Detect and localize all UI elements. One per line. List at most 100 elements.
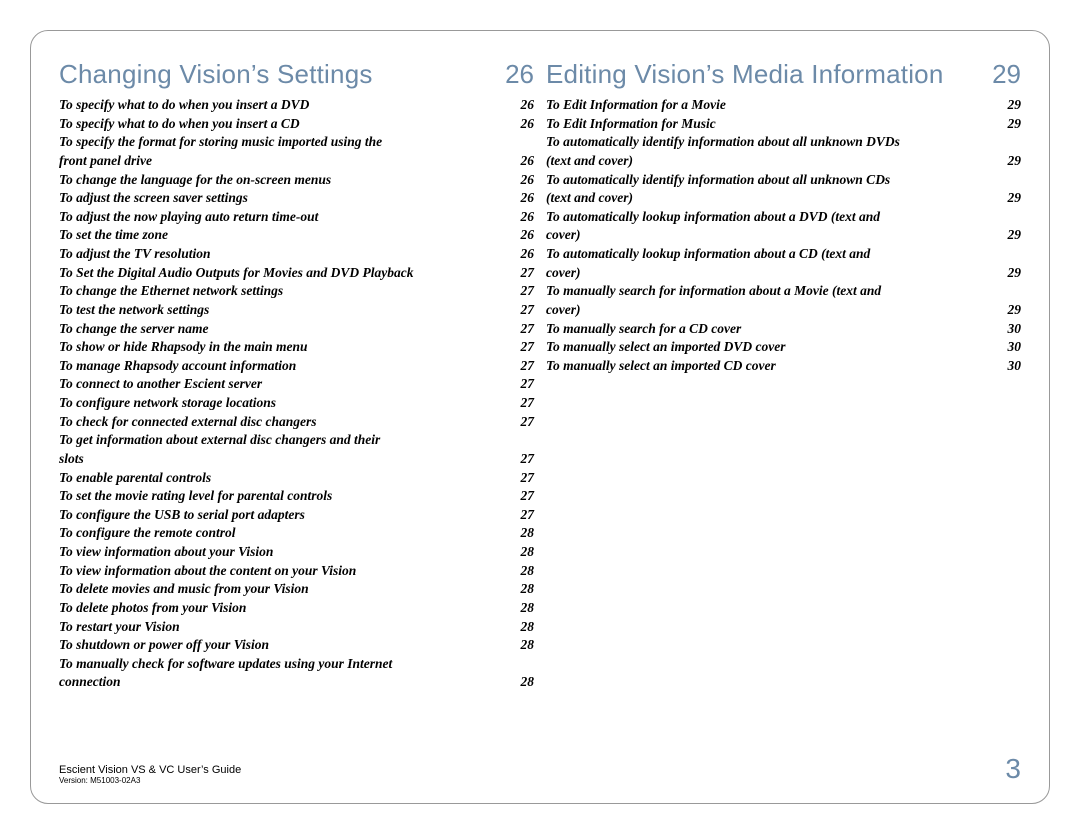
toc-entry: To change the Ethernet network settings 2… xyxy=(59,282,534,301)
toc-entry: To change the server name27 xyxy=(59,320,534,339)
toc-entry: To get information about external disc c… xyxy=(59,431,534,450)
toc-entry-page: 27 xyxy=(517,320,535,339)
toc-entry-page: 26 xyxy=(517,226,535,245)
toc-entry: To delete photos from your Vision28 xyxy=(59,599,534,618)
toc-entry: To view information about the content on… xyxy=(59,562,534,581)
toc-entry: cover)29 xyxy=(546,264,1021,283)
toc-entry: To manually check for software updates u… xyxy=(59,655,534,674)
toc-entry-label: To manage Rhapsody account information xyxy=(59,357,304,376)
toc-entry-page: 26 xyxy=(517,245,535,264)
footer-left: Escient Vision VS & VC User’s Guide Vers… xyxy=(59,764,241,785)
toc-entry-label: To Edit Information for a Movie xyxy=(546,96,734,115)
toc-entry: To manually search for information about… xyxy=(546,282,1021,301)
page-footer: Escient Vision VS & VC User’s Guide Vers… xyxy=(59,753,1021,785)
toc-entry-page: 26 xyxy=(517,152,535,171)
toc-entry-page: 29 xyxy=(1004,96,1022,115)
toc-entry-label: To automatically lookup information abou… xyxy=(546,245,878,264)
toc-entry: cover) 29 xyxy=(546,301,1021,320)
toc-entry-page: 26 xyxy=(517,115,535,134)
toc-entry: To automatically identify information ab… xyxy=(546,133,1021,152)
toc-entry-page: 29 xyxy=(1004,152,1022,171)
toc-entry-label: To manually select an imported DVD cover xyxy=(546,338,794,357)
toc-entry: To Edit Information for Music 29 xyxy=(546,115,1021,134)
right-column: Editing Vision’s Media Information 29 To… xyxy=(546,59,1021,749)
toc-entry-page: 27 xyxy=(517,301,535,320)
toc-entry-label: To manually select an imported CD cover xyxy=(546,357,784,376)
toc-entry: To test the network settings 27 xyxy=(59,301,534,320)
toc-entry-page: 28 xyxy=(517,562,535,581)
toc-entry-label: To Edit Information for Music xyxy=(546,115,724,134)
left-section-title: Changing Vision’s Settings xyxy=(59,59,373,90)
toc-entry-label: To set the movie rating level for parent… xyxy=(59,487,340,506)
toc-entry-label: front panel drive xyxy=(59,152,160,171)
toc-entry-page: 29 xyxy=(1004,189,1022,208)
toc-entry-label: To connect to another Escient server xyxy=(59,375,270,394)
right-section-page: 29 xyxy=(992,59,1021,90)
toc-entry-label: To configure the remote control xyxy=(59,524,244,543)
toc-entry: To specify what to do when you insert a … xyxy=(59,96,534,115)
toc-entry-label: To set the time zone xyxy=(59,226,176,245)
toc-entry-label: (text and cover) xyxy=(546,152,641,171)
toc-entry-label: cover) xyxy=(546,301,588,320)
toc-entry-label: To shutdown or power off your Vision xyxy=(59,636,277,655)
toc-entry-label: To manually search for information about… xyxy=(546,282,889,301)
toc-entry-page: 28 xyxy=(517,618,535,637)
toc-entry: To enable parental controls 27 xyxy=(59,469,534,488)
toc-entry-label: To automatically identify information ab… xyxy=(546,171,898,190)
page-number: 3 xyxy=(1005,753,1021,785)
toc-entry-label: To automatically lookup information abou… xyxy=(546,208,888,227)
toc-entry: To specify what to do when you insert a … xyxy=(59,115,534,134)
toc-entry-label: To manually check for software updates u… xyxy=(59,655,400,674)
toc-entry-page: 29 xyxy=(1004,301,1022,320)
toc-entry-page: 27 xyxy=(517,375,535,394)
toc-entry-label: To adjust the TV resolution xyxy=(59,245,219,264)
toc-entry: To configure network storage locations 27 xyxy=(59,394,534,413)
toc-entry-label: cover) xyxy=(546,264,588,283)
toc-entry: To manually select an imported DVD cover… xyxy=(546,338,1021,357)
toc-entry-page: 29 xyxy=(1004,226,1022,245)
toc-entry-page: 29 xyxy=(1004,115,1022,134)
toc-entry-page: 27 xyxy=(517,282,535,301)
toc-entry: To view information about your Vision28 xyxy=(59,543,534,562)
toc-entry: To set the movie rating level for parent… xyxy=(59,487,534,506)
toc-entry-label: To enable parental controls xyxy=(59,469,219,488)
right-entries: To Edit Information for a Movie29To Edit… xyxy=(546,96,1021,375)
toc-entry: To shutdown or power off your Vision28 xyxy=(59,636,534,655)
toc-entry-label: To show or hide Rhapsody in the main men… xyxy=(59,338,316,357)
toc-entry-page: 28 xyxy=(517,599,535,618)
toc-entry: To manually search for a CD cover30 xyxy=(546,320,1021,339)
toc-entry: To check for connected external disc cha… xyxy=(59,413,534,432)
toc-entry-label: To specify the format for storing music … xyxy=(59,133,390,152)
guide-title: Escient Vision VS & VC User’s Guide xyxy=(59,764,241,776)
toc-entry: To manually select an imported CD cover3… xyxy=(546,357,1021,376)
toc-entry-label: slots xyxy=(59,450,92,469)
toc-entry-page: 30 xyxy=(1004,338,1022,357)
toc-entry: To Set the Digital Audio Outputs for Mov… xyxy=(59,264,534,283)
toc-entry: To delete movies and music from your Vis… xyxy=(59,580,534,599)
toc-entry: front panel drive 26 xyxy=(59,152,534,171)
toc-entry: connection28 xyxy=(59,673,534,692)
toc-entry-label: To configure network storage locations xyxy=(59,394,284,413)
toc-entry: To change the language for the on-screen… xyxy=(59,171,534,190)
toc-entry-page: 27 xyxy=(517,469,535,488)
toc-entry-label: To change the Ethernet network settings xyxy=(59,282,291,301)
toc-columns: Changing Vision’s Settings 26 To specify… xyxy=(59,59,1021,749)
toc-entry: To restart your Vision28 xyxy=(59,618,534,637)
right-section-header: Editing Vision’s Media Information 29 xyxy=(546,59,1021,90)
toc-entry-label: To test the network settings xyxy=(59,301,217,320)
toc-entry-page: 27 xyxy=(517,357,535,376)
toc-entry-page: 26 xyxy=(517,96,535,115)
toc-entry: To Edit Information for a Movie 29 xyxy=(546,96,1021,115)
toc-entry-page: 28 xyxy=(517,580,535,599)
toc-entry: To automatically identify information ab… xyxy=(546,171,1021,190)
toc-entry: (text and cover) 29 xyxy=(546,189,1021,208)
toc-entry-label: To adjust the screen saver settings xyxy=(59,189,256,208)
toc-entry: To adjust the screen saver settings26 xyxy=(59,189,534,208)
toc-entry-page: 27 xyxy=(517,487,535,506)
toc-entry-label: (text and cover) xyxy=(546,189,641,208)
toc-entry-page: 27 xyxy=(517,394,535,413)
toc-entry: To configure the remote control28 xyxy=(59,524,534,543)
toc-entry: To set the time zone 26 xyxy=(59,226,534,245)
toc-entry-page: 27 xyxy=(517,338,535,357)
toc-entry: To configure the USB to serial port adap… xyxy=(59,506,534,525)
